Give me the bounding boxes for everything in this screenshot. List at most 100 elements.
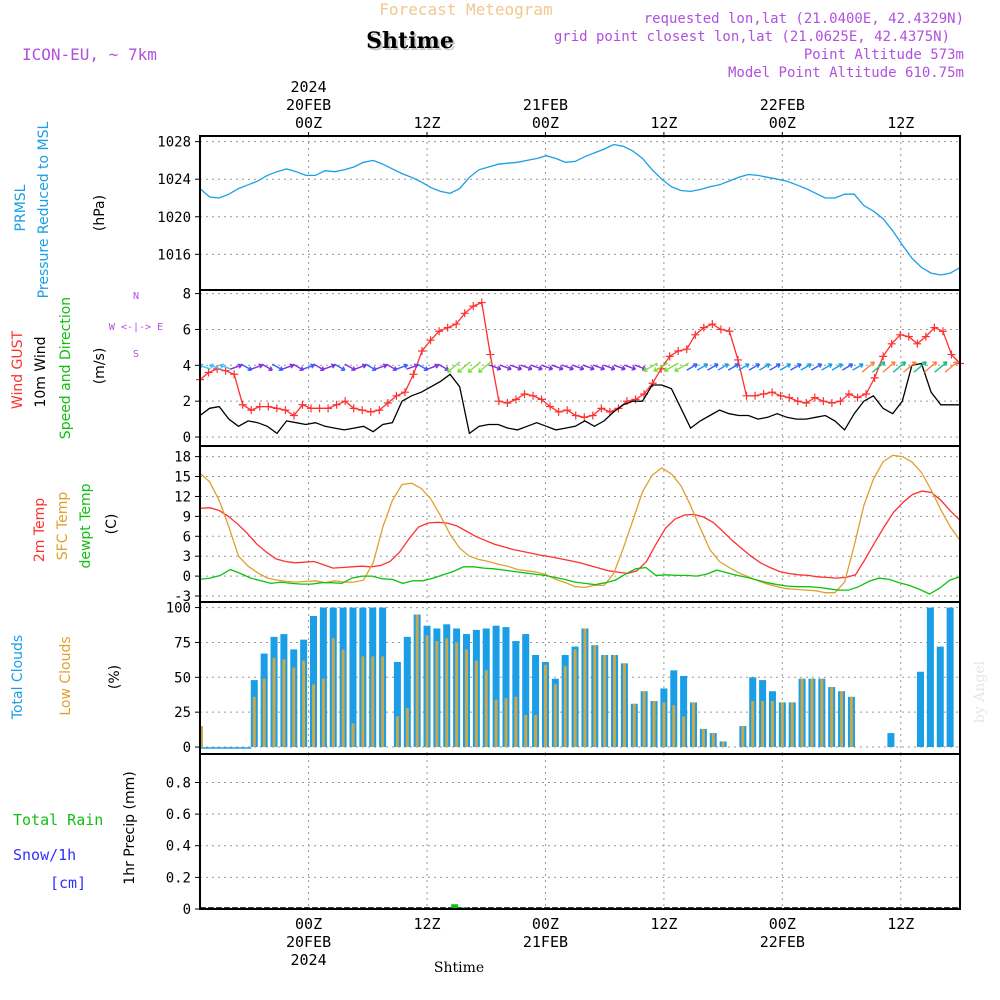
gust-marker [469,302,478,311]
gust-marker [819,397,828,406]
low-cloud-bar [849,696,853,748]
low-cloud-bar [341,649,345,748]
gust-marker [870,373,879,382]
panel-frame [199,753,961,910]
bottom-axis-label: 12Z [413,915,440,933]
wind-arrow-head [901,361,907,366]
wind-arrow [541,364,553,370]
wind-arrow [727,363,740,371]
low-cloud-bar [484,670,488,748]
wind-arrow-head [911,361,917,366]
y-tick-label: 25 [174,705,191,721]
wind-arrow-head [569,365,574,371]
wind-arrow [696,363,708,371]
snow-label: Snow/1h [13,846,76,864]
gust-marker [844,390,853,398]
gust-marker [426,336,435,345]
low-cloud-bar [800,678,804,748]
gust-marker [452,320,461,329]
low-cloud-bar [321,678,325,748]
low-cloud-bar [751,701,755,748]
gust-marker [674,346,683,355]
wind-arrow [790,363,802,371]
low-cloud-bar [415,614,419,748]
low-cloud-bar [494,699,498,748]
gust-marker [725,327,734,336]
wind-arrow-head [765,363,771,368]
low-cloud-bar [445,638,449,748]
bottom-axis-label: 20FEB [286,933,331,951]
wind-arrow-head [807,363,812,368]
bottom-axis-label: 00Z [769,915,796,933]
total-cloud-bar [522,634,530,748]
wind-arrow [800,363,812,371]
wind-arrow [219,364,232,370]
wind-arrow [664,362,679,372]
low-cloud-bar [603,654,607,748]
y-tick-label: 0.2 [166,870,191,886]
y-tick-label: 0.8 [166,775,191,791]
low-cloud-bar [622,663,626,748]
gust-marker [802,398,811,407]
wind-arrow [613,364,626,370]
wind-label: 10m Wind [33,336,49,407]
wind-arrow-head [403,363,409,369]
gust-marker [853,393,862,402]
total-cloud-bar [680,675,688,748]
gust-marker [289,411,298,420]
wind-arrow-head [268,366,273,371]
gust-marker [298,400,307,409]
low-cloud-bar [331,638,335,748]
pressure-sub-label: Pressure Reduced to MSL [36,121,52,298]
low-cloud-bar [282,659,286,748]
low-cloud-bar [820,678,824,748]
y-tick-label: 75 [174,635,191,651]
wind-arrow-head [755,363,761,368]
low-clouds-label: Low Clouds [58,636,74,715]
y-tick-label: 12 [174,489,191,505]
y-tick-label: 0.6 [166,807,191,823]
wind-arrow [427,364,439,370]
wind-arrow-head [310,363,315,369]
y-tick-label: 18 [174,450,191,466]
gust-marker [529,391,538,400]
wind-arrow [478,361,492,373]
low-cloud-bar [292,667,296,748]
wind-arrow-head [643,367,648,372]
wind-arrow [292,363,304,371]
top-axis-label: 00Z [769,114,796,132]
low-cloud-bar [425,635,429,748]
wind-arrow [499,364,512,370]
gust-marker [204,368,213,377]
y-tick-label: 2 [183,394,191,410]
low-cloud-bar [672,705,676,748]
total-cloud-bar [310,615,318,748]
compass-s: S [133,349,139,360]
wind-arrow [375,364,387,370]
wind-arrow-head [942,361,948,366]
wind-arrow-head [932,361,938,366]
wind-arrow-head [838,363,843,368]
gust-marker [443,323,452,332]
wind-arrow [385,363,398,371]
wind-arrow [365,363,377,371]
wind-labels: Wind GUST 10m Wind Speed and Direction (… [10,291,163,439]
gust-marker [930,323,939,332]
wind-arrow [934,361,948,373]
low-cloud-bar [262,678,266,748]
wind-arrow [250,364,263,370]
gust-marker [324,404,333,413]
low-cloud-bar [810,678,814,748]
info-line-3: Point Altitude 573m [804,47,964,63]
wind-arrow [457,361,471,373]
wind-arrow [489,364,501,370]
y-tick-label: 1016 [157,247,191,263]
rain-label: Total Rain [13,811,103,829]
wind-arrow [623,364,636,370]
wind-arrow [871,361,886,373]
wind-arrow [447,361,461,373]
cloud-bar-edge [200,726,203,748]
gust-marker [554,407,563,416]
total-cloud-bar [492,625,500,748]
